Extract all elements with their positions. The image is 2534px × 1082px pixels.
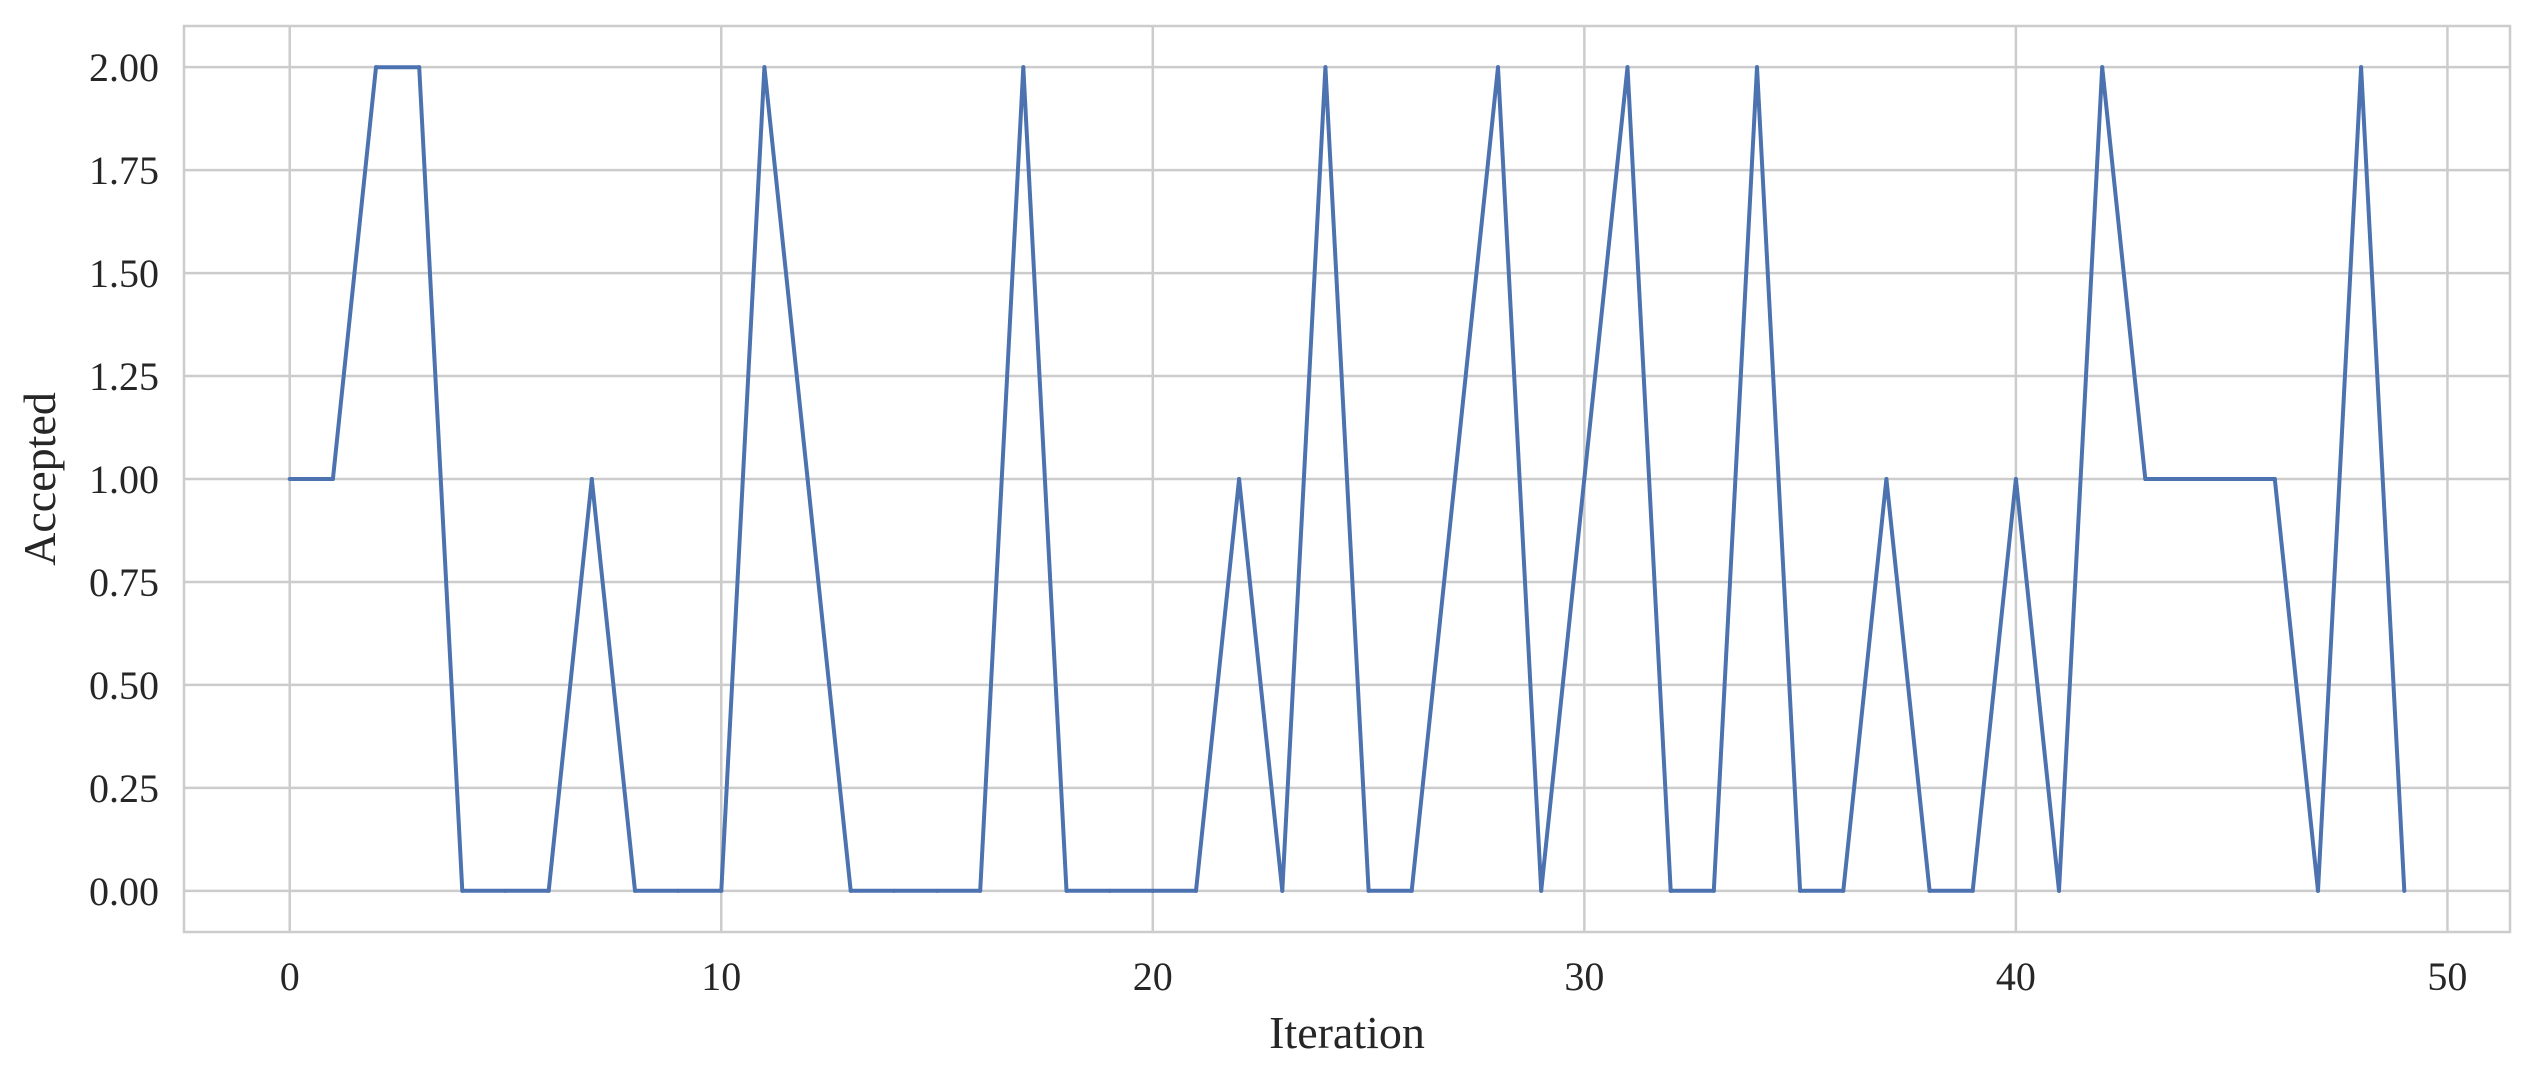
data-point <box>2013 477 2018 481</box>
x-tick-label: 40 <box>1996 954 2036 999</box>
data-point <box>2143 477 2148 481</box>
data-point <box>978 888 983 893</box>
series-line <box>289 65 2407 893</box>
data-point <box>1452 477 1457 481</box>
data-point <box>1021 65 1026 70</box>
data-point <box>2359 65 2364 70</box>
data-point <box>762 65 767 70</box>
data-point <box>1193 888 1198 893</box>
data-point <box>1280 888 1285 893</box>
data-point <box>891 888 896 893</box>
data-point <box>1409 888 1414 893</box>
data-point <box>1582 477 1587 481</box>
data-point <box>805 477 810 481</box>
data-point <box>1711 888 1716 893</box>
data-point <box>1754 65 1759 70</box>
data-point <box>417 65 422 70</box>
x-tick-label: 50 <box>2427 954 2467 999</box>
data-point <box>2100 65 2105 70</box>
data-point <box>676 888 681 893</box>
data-point <box>546 888 551 893</box>
data-point <box>330 477 335 481</box>
x-tick-label: 0 <box>280 954 300 999</box>
data-point <box>2229 477 2234 481</box>
y-tick-label: 0.25 <box>89 766 159 811</box>
data-point <box>374 65 379 70</box>
x-tick-label: 10 <box>701 954 741 999</box>
data-point <box>503 888 508 893</box>
data-point <box>1107 888 1112 893</box>
data-point <box>1625 65 1630 70</box>
data-point <box>1798 888 1803 893</box>
data-point <box>2186 477 2191 481</box>
data-point <box>1927 888 1932 893</box>
y-tick-label: 1.50 <box>89 251 159 296</box>
data-point <box>2272 477 2277 481</box>
data-point <box>1323 65 1328 70</box>
y-tick-label: 0.00 <box>89 869 159 914</box>
data-point <box>632 888 637 893</box>
data-point <box>1150 888 1155 893</box>
y-tick-label: 0.75 <box>89 560 159 605</box>
data-point <box>2402 888 2407 893</box>
x-tick-labels: 0 10 20 30 40 50 <box>280 954 2468 999</box>
y-tick-label: 0.50 <box>89 663 159 708</box>
y-tick-label: 2.00 <box>89 45 159 90</box>
data-point <box>287 477 292 481</box>
data-point <box>589 477 594 481</box>
data-point <box>1366 888 1371 893</box>
y-tick-label: 1.25 <box>89 354 159 399</box>
data-point <box>2315 888 2320 893</box>
data-point <box>1970 888 1975 893</box>
data-point <box>935 888 940 893</box>
plot-frame <box>182 24 2512 934</box>
x-axis-label: Iteration <box>1269 1007 1425 1058</box>
data-point <box>719 888 724 893</box>
data-point <box>1539 888 1544 893</box>
y-axis-label: Accepted <box>14 392 65 566</box>
x-tick-label: 20 <box>1133 954 1173 999</box>
data-point <box>460 888 465 893</box>
data-point <box>1064 888 1069 893</box>
x-tick-label: 30 <box>1564 954 1604 999</box>
data-point <box>1496 65 1501 70</box>
data-point <box>848 888 853 893</box>
data-point <box>1884 477 1889 481</box>
y-tick-labels: 0.00 0.25 0.50 0.75 1.00 1.25 1.50 1.75 2.00 <box>89 45 159 914</box>
y-tick-label: 1.75 <box>89 148 159 193</box>
series-layer <box>287 65 2407 893</box>
y-tick-label: 1.00 <box>89 457 159 502</box>
data-point <box>1237 477 1242 481</box>
data-point <box>1841 888 1846 893</box>
data-point <box>2057 888 2062 893</box>
data-point <box>1668 888 1673 893</box>
